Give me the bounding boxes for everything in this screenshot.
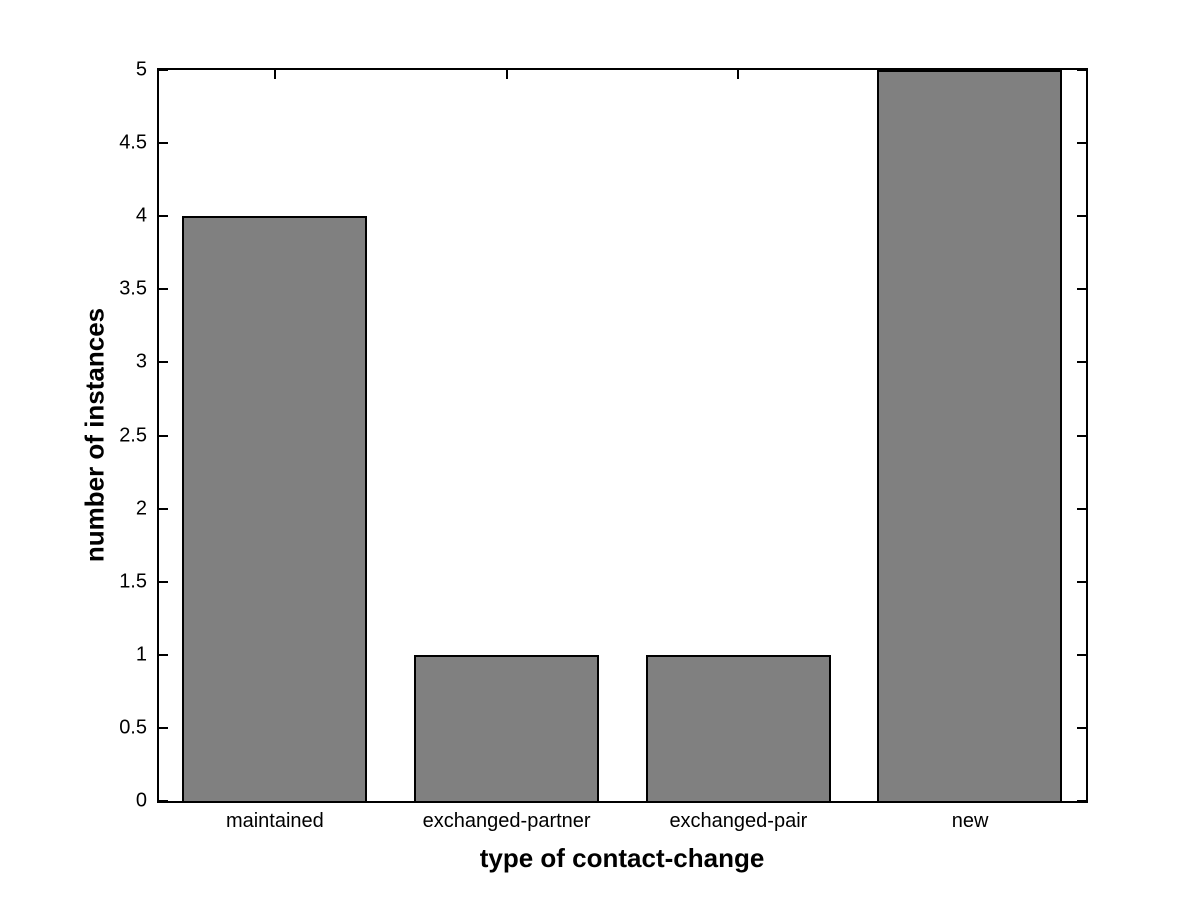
y-tick-label: 2.5	[119, 424, 147, 446]
bar-exchanged-partner	[414, 655, 599, 801]
y-tick-mark	[159, 215, 168, 217]
bar-maintained	[182, 216, 367, 801]
y-tick-label: 0	[135, 789, 147, 812]
x-tick-label: new	[951, 810, 989, 832]
y-tick-label: 3.5	[119, 277, 147, 300]
y-tick-mark	[159, 288, 168, 290]
y-tick-mark	[1077, 581, 1086, 583]
y-tick-mark	[1077, 727, 1086, 729]
y-tick-label: 4	[135, 204, 147, 227]
y-tick-mark	[1077, 361, 1086, 363]
y-tick-mark	[159, 142, 168, 144]
y-tick-label: 4.5	[119, 131, 147, 154]
y-tick-mark	[1077, 435, 1086, 437]
x-tick-label: exchanged-partner	[422, 810, 591, 832]
y-tick-label: 2	[135, 497, 147, 520]
y-tick-mark	[159, 361, 168, 363]
y-tick-mark	[1077, 288, 1086, 290]
y-tick-label: 5	[135, 58, 147, 81]
y-tick-mark	[159, 654, 168, 656]
x-tick-mark	[737, 70, 739, 79]
x-tick-mark	[506, 70, 508, 79]
y-tick-mark	[159, 581, 168, 583]
x-axis-label: type of contact-change	[479, 843, 765, 873]
bar-new	[877, 70, 1062, 801]
y-tick-mark	[1077, 654, 1086, 656]
y-tick-mark	[159, 800, 168, 801]
y-tick-label: 1.5	[119, 570, 147, 593]
bar-exchanged-pair	[646, 655, 831, 801]
x-tick-label: maintained	[225, 810, 324, 832]
plot-area	[157, 68, 1088, 803]
y-tick-mark	[1077, 215, 1086, 217]
y-tick-mark	[1077, 508, 1086, 510]
y-tick-label: 1	[135, 643, 147, 666]
y-tick-label: 3	[135, 350, 147, 373]
plot-inner-region	[159, 70, 1086, 801]
y-tick-mark	[1077, 800, 1086, 801]
y-tick-mark	[1077, 142, 1086, 144]
x-tick-label: exchanged-pair	[669, 810, 808, 832]
y-tick-mark	[159, 70, 168, 71]
y-tick-mark	[159, 727, 168, 729]
x-tick-mark	[274, 70, 276, 79]
y-tick-label: 0.5	[119, 716, 147, 739]
y-tick-mark	[1077, 70, 1086, 71]
y-tick-mark	[159, 508, 168, 510]
y-tick-mark	[159, 435, 168, 437]
